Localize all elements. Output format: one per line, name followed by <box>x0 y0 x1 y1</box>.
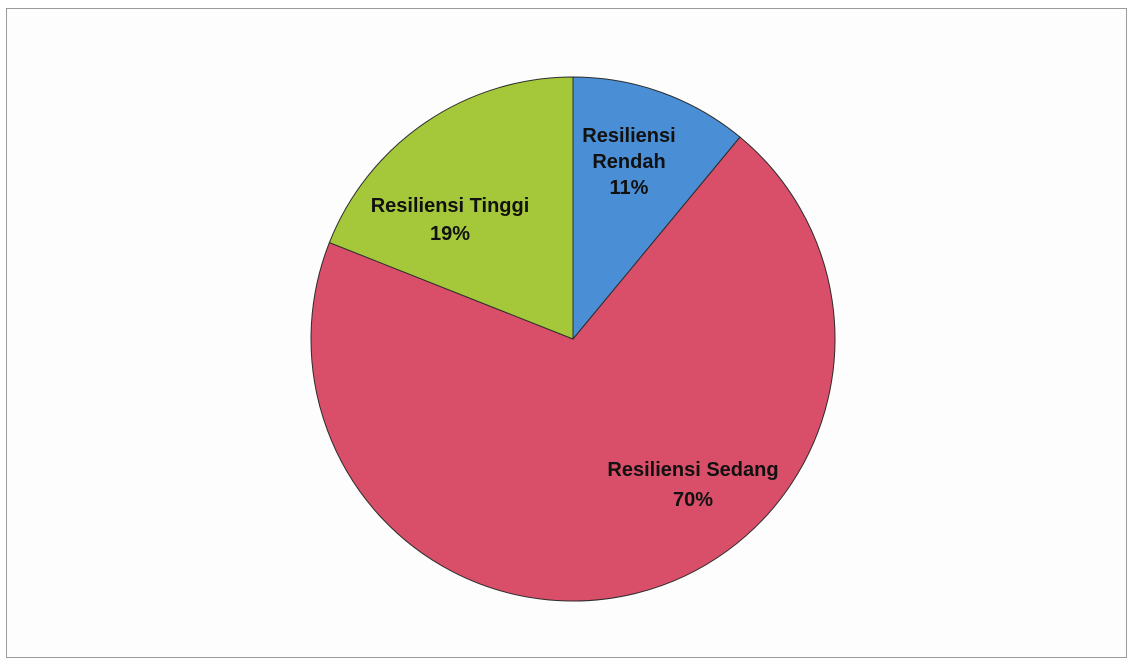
slice-name-label: Resiliensi <box>582 125 675 147</box>
pie-slice-resiliensi-tinggi <box>328 76 574 340</box>
pie-slice-resiliensi-sedang <box>310 136 836 602</box>
slice-name-label: Resiliensi Tinggi <box>371 195 530 217</box>
slice-value-label: 11% <box>610 177 649 199</box>
slice-name-label: Resiliensi Sedang <box>607 459 778 481</box>
pie-slice-resiliensi-rendah <box>572 76 741 341</box>
slice-label: Resiliensi Tinggi 19% <box>371 195 530 245</box>
pie-slices <box>310 76 836 602</box>
slice-value-label: 19% <box>430 223 470 245</box>
slice-name-label: Rendah <box>592 151 665 173</box>
slice-label: Resiliensi Rendah 11% <box>582 125 675 199</box>
pie-labels: Resiliensi Rendah 11%Resiliensi Sedang 70%R… <box>371 125 779 511</box>
slice-value-label: 70% <box>673 489 713 511</box>
slice-label: Resiliensi Sedang 70% <box>607 459 778 511</box>
